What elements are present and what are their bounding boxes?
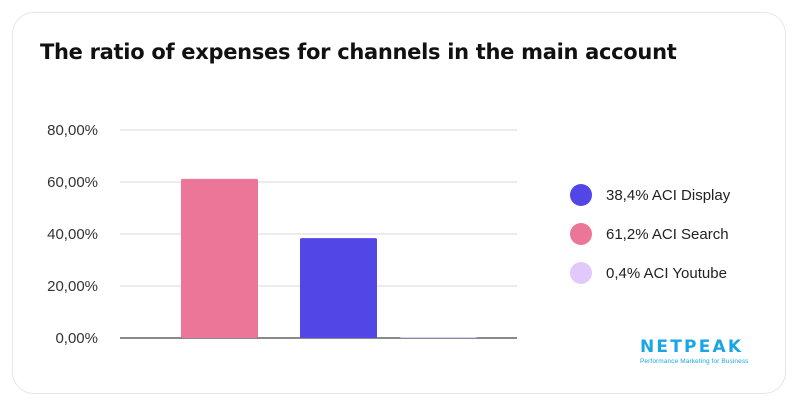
legend-label-search: 61,2% ACI Search	[606, 225, 729, 243]
legend-item-youtube: 0,4% ACI Youtube	[570, 262, 730, 284]
y-tick-label: 0,00%	[55, 330, 98, 347]
chart-title: The ratio of expenses for channels in th…	[40, 40, 677, 64]
bar-3	[400, 336, 477, 338]
legend-swatch-youtube	[570, 262, 592, 284]
legend-swatch-display	[570, 184, 592, 206]
y-tick-label: 60,00%	[47, 174, 98, 191]
legend-label-display: 38,4% ACI Display	[606, 186, 731, 204]
legend-item-display: 38,4% ACI Display	[570, 184, 731, 206]
chart-card	[12, 12, 786, 394]
netpeak-logo: NETPEAK Performance Marketing for Busine…	[640, 338, 752, 365]
bar-2	[300, 238, 377, 338]
legend-swatch-search	[570, 223, 592, 245]
logo-tagline: Performance Marketing for Business	[640, 358, 749, 365]
legend-label-youtube: 0,4% ACI Youtube	[606, 264, 727, 282]
logo-name: NETPEAK	[640, 337, 744, 357]
chart-legend: 38,4% ACI Display 61,2% ACI Search 0,4% …	[570, 184, 731, 302]
y-tick-label: 80,00%	[47, 122, 98, 139]
bar-1	[181, 178, 258, 338]
legend-item-search: 61,2% ACI Search	[570, 223, 730, 245]
y-tick-label: 40,00%	[47, 226, 98, 243]
y-tick-label: 20,00%	[47, 278, 98, 295]
